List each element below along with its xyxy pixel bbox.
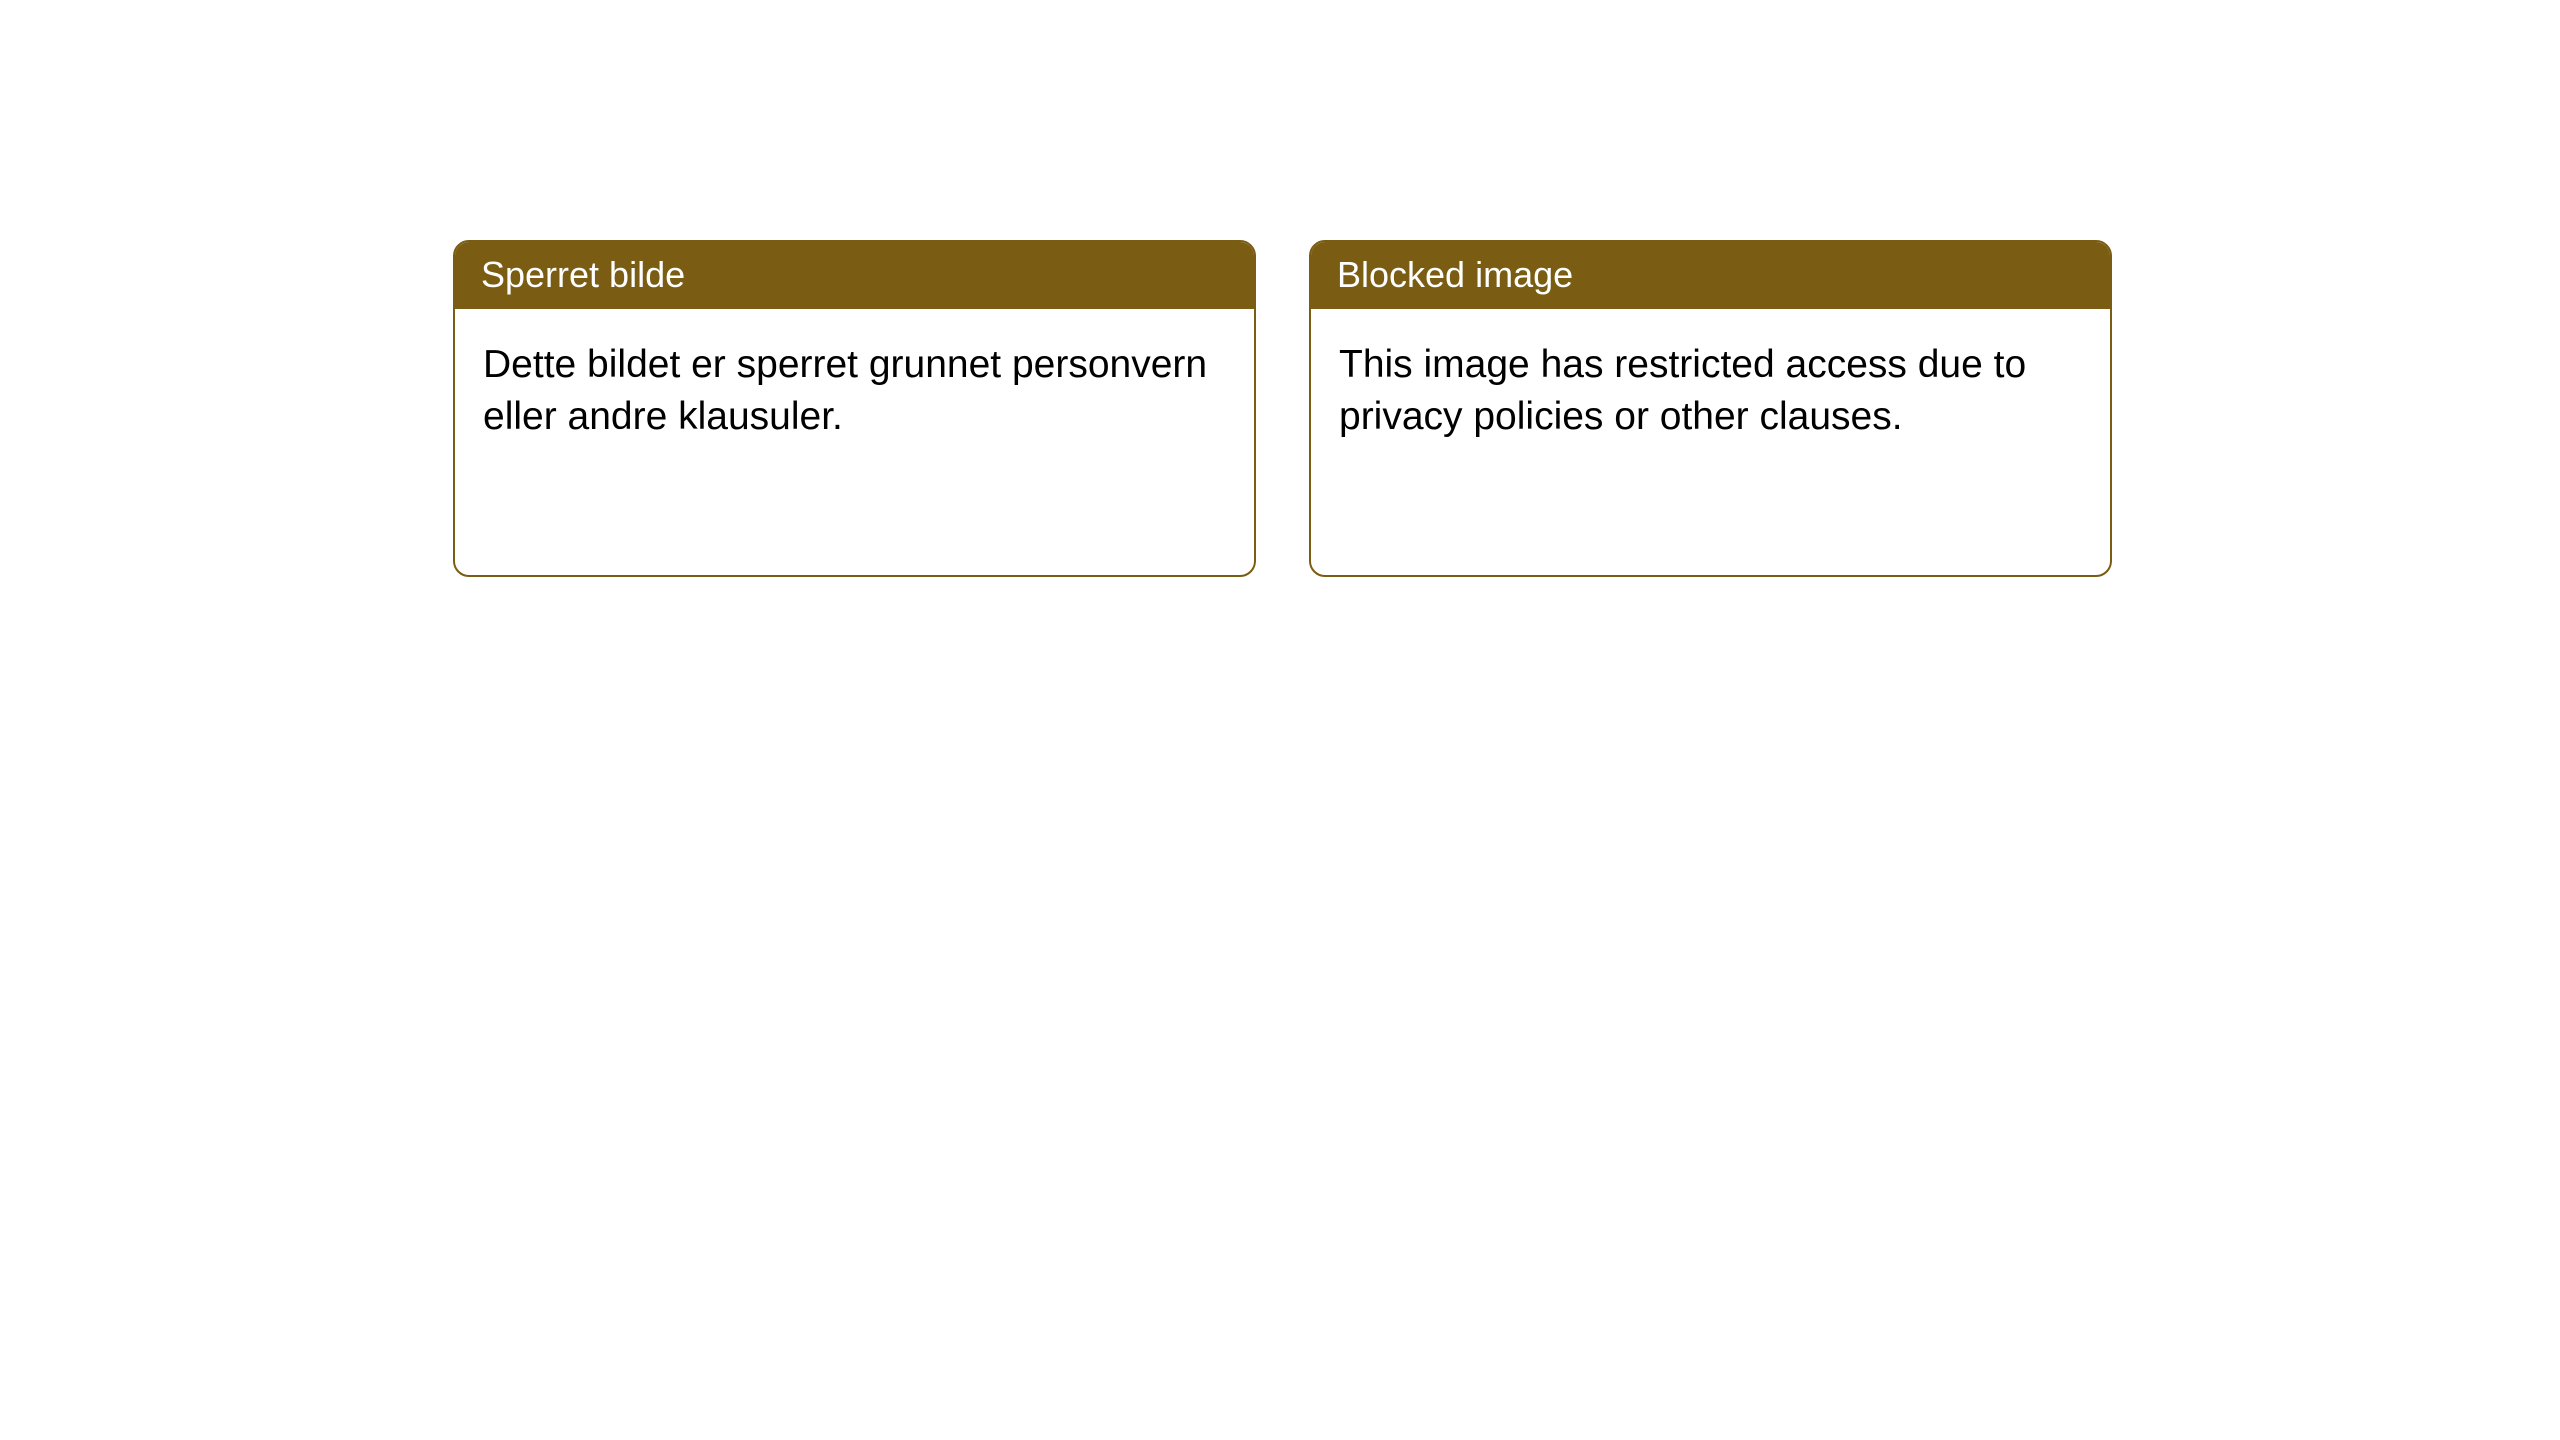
blocked-image-card-english: Blocked image This image has restricted … — [1309, 240, 2112, 577]
card-title-norwegian: Sperret bilde — [455, 242, 1254, 309]
card-body-english: This image has restricted access due to … — [1311, 309, 2110, 474]
blocked-image-cards: Sperret bilde Dette bildet er sperret gr… — [453, 240, 2112, 577]
card-title-english: Blocked image — [1311, 242, 2110, 309]
card-body-norwegian: Dette bildet er sperret grunnet personve… — [455, 309, 1254, 474]
blocked-image-card-norwegian: Sperret bilde Dette bildet er sperret gr… — [453, 240, 1256, 577]
